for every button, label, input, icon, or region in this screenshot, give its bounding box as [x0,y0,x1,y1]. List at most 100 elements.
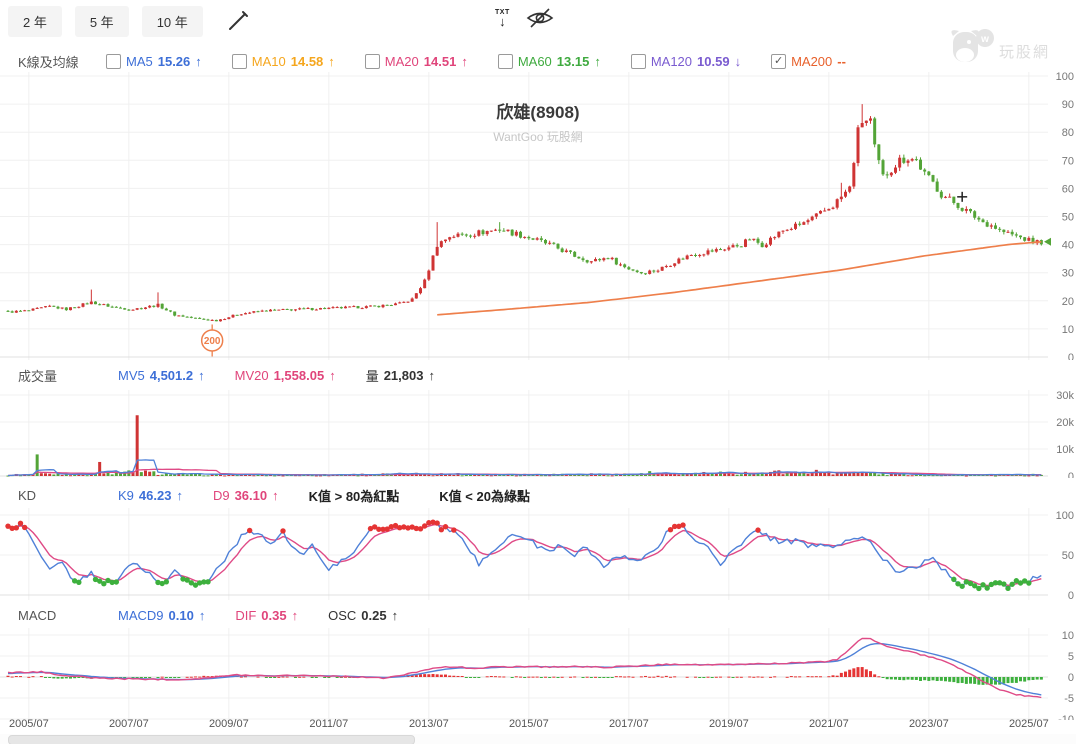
legend-value: 15.26 [157,53,191,69]
legend-label: OSC [328,607,357,623]
legend-label: D9 [212,487,230,503]
up-arrow-icon: ↑ [291,607,299,623]
x-axis-label: 2013/07 [408,718,449,730]
up-arrow-icon: ↑ [328,53,335,69]
legend-item-macd9: MACD9 0.10 ↑ [118,608,205,623]
up-arrow-icon: ↑ [195,53,202,69]
legend-label: DIF [235,607,257,623]
legend-value: 13.15 [556,53,590,69]
checkbox-ma10[interactable] [231,53,247,69]
hide-indicators-icon[interactable] [526,6,554,30]
x-axis-labels: 2005/07 2007/07 2009/07 2011/07 2013/07 2015/… [0,718,1076,733]
svg-text:70: 70 [1062,155,1074,167]
macd-chart[interactable]: -10 -5 0 5 10 [0,628,1076,720]
kd-legend-items: K9 46.23 ↑ D9 36.10 ↑ [118,488,279,503]
up-arrow-icon: ↑ [176,487,183,503]
legend-value: 10.59 [697,53,730,69]
kd-note-red: K值 > 80為紅點 [308,488,400,504]
toolbar: 2 年 5 年 10 年 TXT ↓ [8,5,554,37]
range-button-2y[interactable]: 2 年 [8,5,62,37]
checkbox-ma60[interactable] [497,53,513,69]
up-arrow-icon: ↑ [329,367,336,383]
down-arrow-icon: ↓ [734,53,742,69]
svg-text:100: 100 [1056,72,1074,83]
main-legend-title: K線及均線 [18,54,79,70]
svg-text:w: w [980,34,989,45]
svg-text:30: 30 [1062,268,1074,280]
svg-text:60: 60 [1062,183,1074,195]
kd-chart[interactable]: 0 50 100 [0,508,1076,600]
legend-item-d9: D9 36.10 ↑ [213,488,279,503]
x-axis-label: 2017/07 [608,718,649,730]
svg-text:0: 0 [1068,352,1074,360]
legend-item-ma10[interactable]: MA10 14.58 ↑ [231,53,335,69]
range-button-5y[interactable]: 5 年 [74,5,129,37]
svg-text:90: 90 [1062,99,1074,111]
legend-item-mv20: MV20 1,558.05 ↑ [235,368,336,383]
up-arrow-icon: ↑ [461,53,468,69]
up-arrow-icon: ↑ [272,487,279,503]
legend-label: MA200 [791,53,833,69]
x-axis-label: 2023/07 [908,718,949,730]
legend-label: 量 [365,368,379,384]
svg-text:30k: 30k [1056,390,1074,402]
legend-value: 0.25 [361,607,387,623]
svg-text:0: 0 [1068,672,1074,684]
up-arrow-icon: ↑ [198,607,206,623]
svg-text:50: 50 [1062,212,1074,224]
legend-label: MA5 [126,53,153,69]
legend-item-ma120[interactable]: MA120 10.59 ↓ [630,53,742,69]
up-arrow-icon: ↑ [594,53,601,69]
svg-text:10k: 10k [1056,444,1074,456]
trendline-tool-icon[interactable] [226,9,250,33]
legend-item-ma60[interactable]: MA60 13.15 ↑ [497,53,601,69]
chart-scrollbar-thumb[interactable] [8,735,415,744]
svg-text:80: 80 [1062,127,1074,139]
price-candlestick-chart[interactable]: 0 10 20 30 40 50 60 70 80 90 100 200 [0,72,1076,360]
svg-text:5: 5 [1068,651,1074,663]
volume-legend-row: 成交量 MV5 4,501.2 ↑ MV20 1,558.05 ↑ 量 21,803 ↑ [0,362,1076,388]
x-axis-label: 2015/07 [508,718,549,730]
volume-chart[interactable]: 0 10k 20k 30k [0,390,1076,478]
volume-pane-title: 成交量 [18,368,58,384]
checkbox-ma120[interactable] [630,53,646,69]
up-arrow-icon: ↑ [428,367,435,383]
legend-item-ma5[interactable]: MA5 15.26 ↑ [106,53,202,69]
volume-legend-items: MV5 4,501.2 ↑ MV20 1,558.05 ↑ 量 21,803 ↑ [118,366,435,385]
legend-label: MA120 [650,53,693,69]
ma-legend-items: MA5 15.26 ↑ MA10 14.58 ↑ MA20 14.51 ↑ MA60 13.15 ↑ M… [106,53,846,69]
macd-legend-items: MACD9 0.10 ↑ DIF 0.35 ↑ OSC 0.25 ↑ [118,608,398,623]
toolbar-mid-icons: TXT ↓ [495,6,554,30]
macd-pane-title: MACD [18,607,57,623]
legend-value: 0.10 [168,607,194,623]
legend-label: MA20 [384,53,419,69]
checkbox-ma5[interactable] [106,53,121,69]
legend-value: 0.35 [261,607,287,623]
svg-text:-5: -5 [1064,693,1074,705]
legend-item-ma200[interactable]: ✓ MA200 -- [771,53,846,69]
range-button-10y[interactable]: 10 年 [141,5,203,37]
legend-item-ma20[interactable]: MA20 14.51 ↑ [364,53,468,69]
svg-text:20k: 20k [1056,417,1074,429]
checkbox-ma200[interactable]: ✓ [771,53,787,69]
legend-label: MA60 [517,53,552,69]
svg-text:40: 40 [1062,240,1074,252]
checkbox-ma20[interactable] [364,53,380,69]
legend-label: MV5 [118,367,145,383]
legend-item-dif: DIF 0.35 ↑ [235,608,298,623]
legend-value: 14.58 [290,53,324,69]
legend-value: 14.51 [423,53,457,69]
svg-text:20: 20 [1062,296,1074,308]
x-axis-label: 2025/07 [1008,718,1049,730]
legend-value: 21,803 [383,367,424,383]
legend-label: MA10 [251,53,286,69]
legend-value: 36.10 [234,487,268,503]
txt-export-icon[interactable]: TXT ↓ [495,8,510,29]
x-axis-label: 2021/07 [808,718,849,730]
kd-note-green: K值 < 20為綠點 [439,488,530,504]
legend-item-量: 量 21,803 ↑ [366,366,435,385]
legend-item-osc: OSC 0.25 ↑ [328,608,398,623]
legend-label: MACD9 [118,607,164,623]
legend-value: 4,501.2 [149,367,194,383]
